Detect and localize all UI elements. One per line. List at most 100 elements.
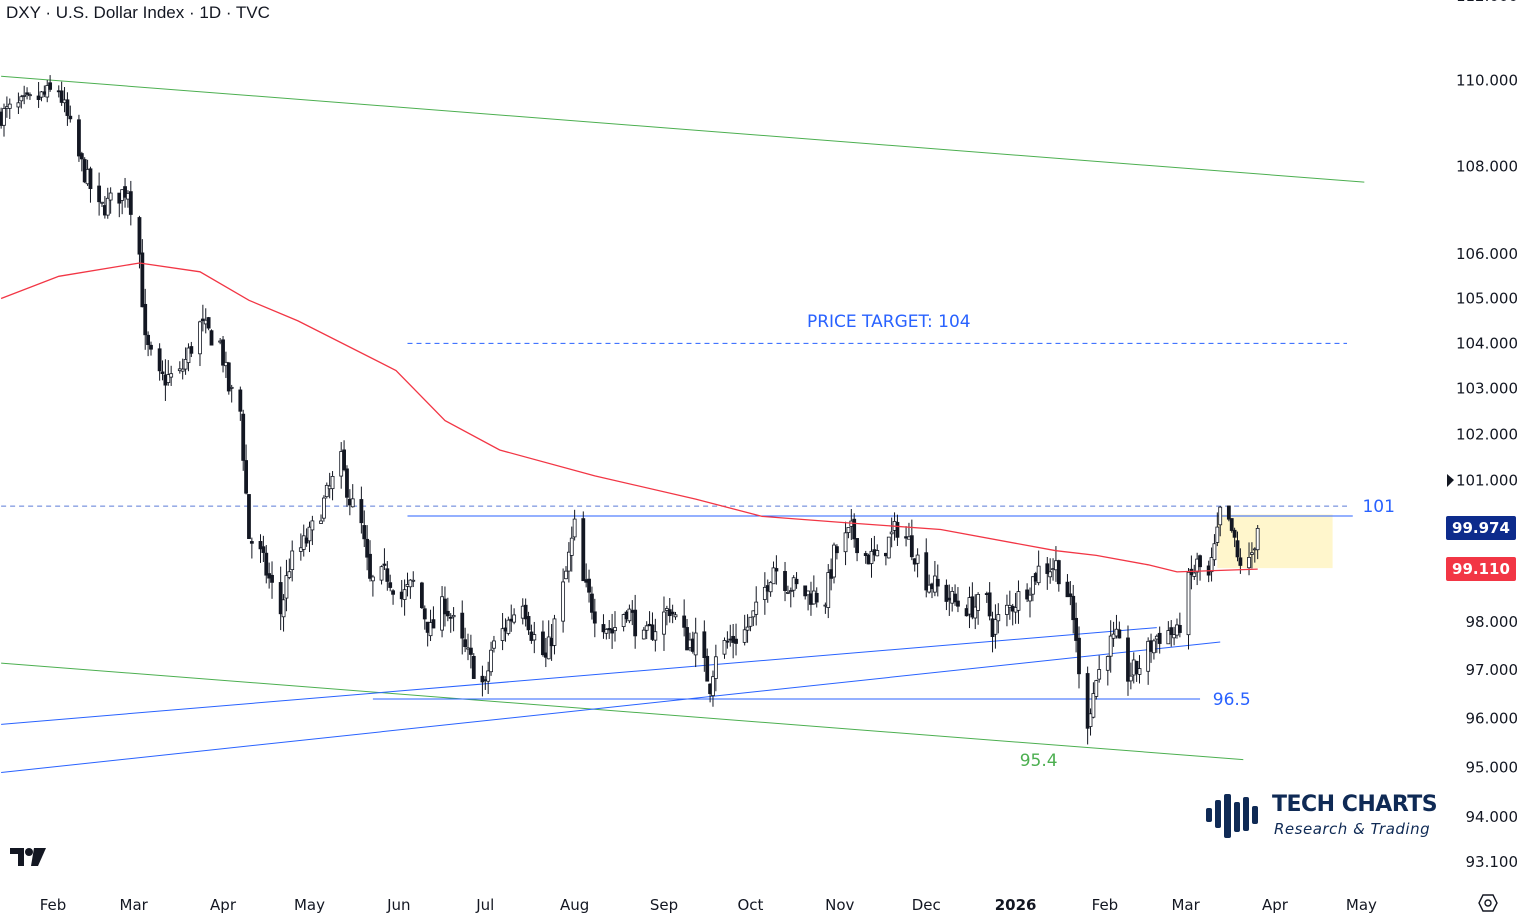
- candle: [1025, 583, 1030, 603]
- candle-body-up: [1137, 668, 1142, 675]
- candle-body-down: [128, 191, 133, 215]
- candle-body-down: [1157, 632, 1162, 644]
- candle-body-down: [157, 348, 162, 372]
- candle-body-up: [16, 102, 21, 108]
- candle-body-down: [189, 346, 194, 354]
- candle: [1137, 655, 1142, 684]
- candle-body-up: [22, 95, 27, 97]
- candle: [1128, 662, 1133, 690]
- candle-body-down: [471, 655, 476, 679]
- candle-body-up: [411, 579, 416, 582]
- candle-body-up: [693, 632, 698, 656]
- candle-body-up: [976, 593, 981, 611]
- candle-body-down: [36, 95, 41, 100]
- candle-body-down: [987, 592, 992, 617]
- candle: [379, 565, 384, 585]
- candle-body-down: [65, 99, 70, 116]
- candle-body-up: [826, 572, 831, 608]
- trendline-2: [1, 627, 1157, 725]
- candle-body-up: [713, 656, 718, 679]
- candle: [290, 540, 295, 582]
- candle-body-down: [443, 598, 447, 615]
- candle: [278, 566, 283, 631]
- candle-body-down: [670, 611, 675, 615]
- candle: [1065, 574, 1070, 598]
- candle-body-up: [742, 629, 747, 643]
- candle-body-down: [633, 609, 638, 637]
- candle: [566, 542, 571, 583]
- candle-body-up: [1088, 713, 1093, 727]
- candle-body-up: [1108, 635, 1113, 657]
- candle-body-down: [774, 568, 779, 572]
- candle-body-down: [468, 647, 473, 655]
- candle-body-up: [183, 359, 188, 370]
- candle-body-up: [786, 591, 790, 594]
- candle-body-down: [944, 584, 949, 602]
- candle-body-up: [1094, 680, 1099, 697]
- candle: [794, 572, 799, 589]
- candle-body-down: [855, 538, 859, 554]
- x-axis-tick-label: Mar: [120, 896, 149, 914]
- candle: [1177, 612, 1182, 638]
- candle-body-down: [362, 525, 367, 540]
- candle: [1255, 525, 1260, 560]
- candle-body-up: [45, 85, 50, 98]
- candle: [996, 603, 1001, 634]
- candle-body-up: [229, 386, 234, 389]
- candle: [284, 559, 289, 612]
- candle: [350, 484, 355, 508]
- candle: [685, 618, 689, 651]
- candle: [480, 665, 485, 697]
- y-axis-tick-label: 98.000: [1466, 613, 1519, 631]
- candle-body-down: [77, 119, 81, 157]
- candle: [1077, 626, 1081, 689]
- candle-body-down: [523, 604, 528, 620]
- candle-body-up: [108, 192, 113, 201]
- candle: [1030, 576, 1035, 602]
- candle: [324, 482, 329, 499]
- x-axis-tick-label: Apr: [210, 896, 237, 914]
- candle: [541, 620, 545, 657]
- candle-body-up: [281, 599, 286, 618]
- candle-body-up: [486, 670, 491, 682]
- tradingview-logo-icon[interactable]: [10, 846, 48, 868]
- candle: [944, 579, 949, 611]
- candle-body-up: [319, 520, 323, 524]
- candle: [189, 341, 194, 358]
- candle: [1212, 534, 1217, 566]
- candle: [826, 564, 831, 619]
- candle: [976, 592, 981, 625]
- candle: [852, 513, 857, 548]
- candle: [1097, 655, 1102, 683]
- candle: [1192, 564, 1197, 580]
- candle-body-up: [711, 676, 715, 697]
- y-axis-tick-label: 103.000: [1456, 380, 1518, 398]
- candle-body-down: [261, 546, 266, 553]
- candle: [581, 511, 586, 582]
- candle-body-up: [290, 550, 295, 571]
- candle-body-down: [59, 90, 64, 103]
- candle: [1235, 531, 1240, 562]
- candle-body-down: [1198, 555, 1202, 568]
- candle-body-up: [1091, 693, 1096, 718]
- settings-icon[interactable]: [1478, 893, 1498, 913]
- candle-body-down: [1169, 627, 1174, 635]
- x-axis-tick-label: Jun: [386, 896, 410, 914]
- candle: [728, 624, 733, 647]
- candle-body-up: [569, 537, 574, 556]
- candle: [146, 331, 151, 357]
- candle-body-up: [641, 629, 646, 640]
- x-axis-tick-label: 2026: [995, 896, 1037, 914]
- candle: [180, 358, 185, 380]
- candle: [489, 641, 493, 676]
- candle-body-up: [1212, 543, 1217, 561]
- candle: [713, 644, 718, 692]
- candle-body-up: [561, 581, 566, 622]
- candle-body-up: [613, 627, 617, 632]
- x-axis-tick-label: Nov: [825, 896, 854, 914]
- candle-body-up: [915, 554, 920, 564]
- candle: [7, 98, 12, 120]
- candle-body-up: [552, 618, 557, 646]
- candle: [258, 534, 263, 563]
